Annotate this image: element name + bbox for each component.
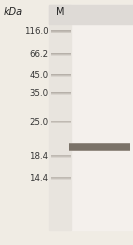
- Text: 116.0: 116.0: [24, 27, 49, 36]
- Bar: [51, 94, 71, 95]
- Bar: [51, 155, 71, 156]
- Bar: [49, 5, 133, 230]
- Bar: [49, 5, 71, 230]
- Bar: [51, 32, 71, 33]
- Bar: [51, 121, 71, 122]
- Text: kDa: kDa: [4, 7, 23, 17]
- Text: 14.4: 14.4: [29, 174, 49, 183]
- Bar: [51, 92, 71, 93]
- Bar: [51, 179, 71, 180]
- Bar: [51, 55, 71, 56]
- Bar: [51, 177, 71, 178]
- Bar: [51, 156, 71, 157]
- Bar: [51, 178, 71, 179]
- Bar: [51, 54, 71, 55]
- Bar: [51, 76, 71, 77]
- Bar: [51, 74, 71, 75]
- Bar: [51, 31, 71, 32]
- Bar: [51, 93, 71, 94]
- Text: 66.2: 66.2: [29, 50, 49, 59]
- Text: 35.0: 35.0: [29, 89, 49, 98]
- Text: M: M: [56, 7, 65, 17]
- Text: 25.0: 25.0: [29, 118, 49, 126]
- Bar: [51, 157, 71, 158]
- Bar: [51, 30, 71, 31]
- Bar: [69, 143, 130, 151]
- Bar: [69, 149, 130, 151]
- Text: 45.0: 45.0: [29, 71, 49, 80]
- Bar: [51, 122, 71, 123]
- Bar: [69, 143, 130, 144]
- Text: 18.4: 18.4: [29, 152, 49, 161]
- Bar: [49, 5, 133, 24]
- Bar: [51, 53, 71, 54]
- Bar: [51, 75, 71, 76]
